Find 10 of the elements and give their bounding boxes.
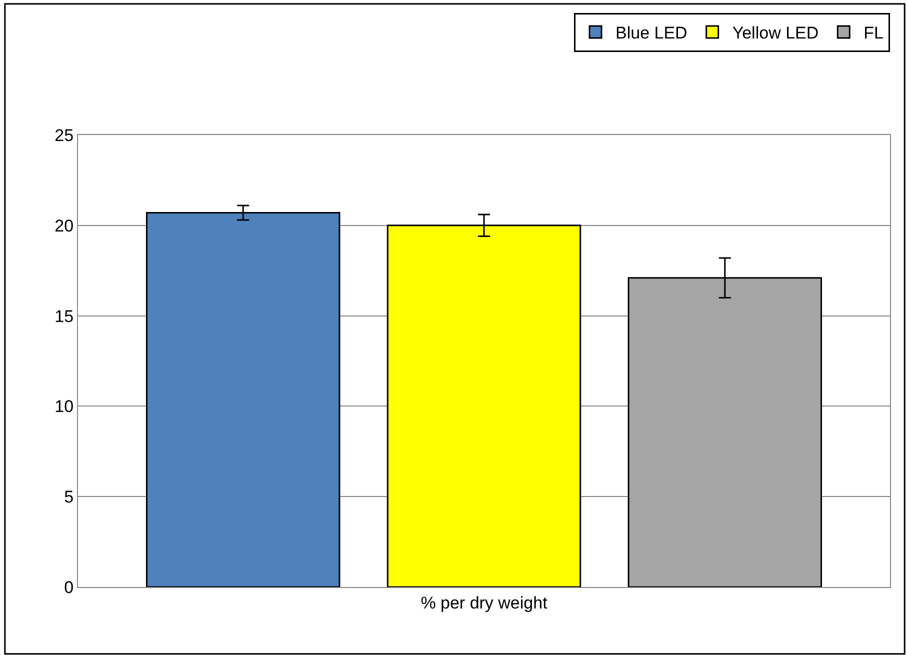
legend-label: FL bbox=[864, 24, 884, 43]
y-tick-label: 20 bbox=[54, 216, 74, 236]
legend-label: Yellow LED bbox=[732, 24, 819, 43]
y-tick-label: 25 bbox=[54, 126, 74, 145]
y-tick-label: 15 bbox=[54, 306, 74, 326]
legend-label: Blue LED bbox=[616, 24, 688, 43]
y-tick-label: 0 bbox=[64, 578, 74, 597]
x-tick-label: % per dry weight bbox=[420, 593, 548, 612]
y-tick-label: 5 bbox=[64, 488, 74, 507]
y-tick-label: 10 bbox=[54, 397, 74, 416]
